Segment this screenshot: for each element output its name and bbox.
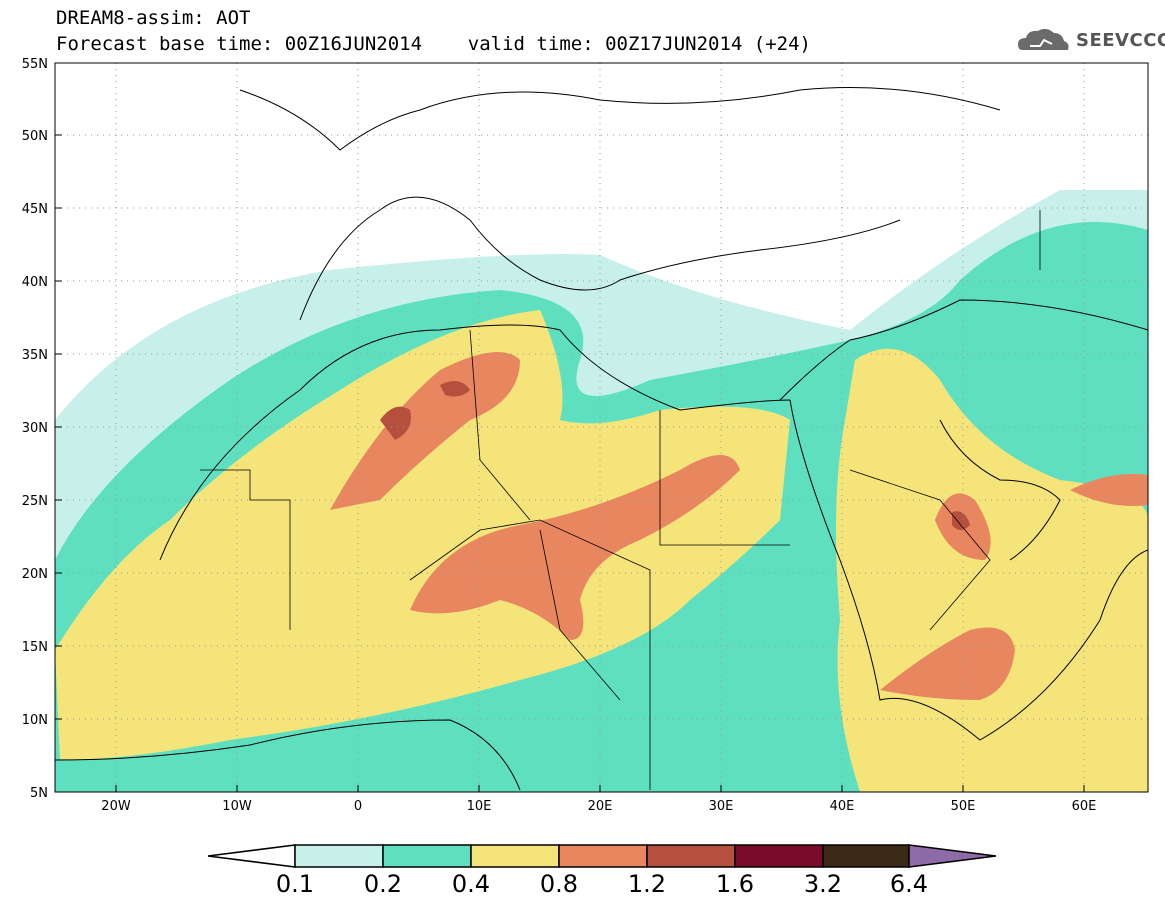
lon-label: 10E	[467, 799, 492, 814]
title-line-2: Forecast base time: 00Z16JUN2014 valid t…	[56, 33, 811, 55]
aot-band-1.2-b	[440, 381, 470, 397]
lon-label: 20E	[588, 799, 613, 814]
logo-text: SEEVCCC	[1076, 30, 1165, 51]
tick-marks	[55, 62, 1085, 793]
lon-label: 0	[354, 799, 362, 814]
lon-label: 40E	[830, 799, 855, 814]
lat-label: 20N	[22, 567, 48, 582]
lat-label: 55N	[22, 57, 48, 72]
lat-label: 5N	[30, 786, 48, 801]
longitude-labels: 20W 10W 0 10E 20E 30E 40E 50E 60E	[101, 799, 1096, 814]
lon-label: 10W	[222, 799, 252, 814]
lat-label: 25N	[22, 494, 48, 509]
title-line-1: DREAM8-assim: AOT	[56, 7, 251, 29]
lat-label: 50N	[22, 129, 48, 144]
lon-label: 20W	[101, 799, 131, 814]
colorbar-swatch	[294, 844, 384, 868]
lat-label: 15N	[22, 640, 48, 655]
aot-band-0.8-yemen	[880, 627, 1015, 700]
aot-band-1.2-c	[952, 511, 970, 530]
lon-label: 60E	[1072, 799, 1097, 814]
colorbar-low-triangle	[207, 844, 296, 868]
colorbar-label: 3.2	[804, 870, 842, 898]
coastlines	[55, 87, 1148, 791]
colorbar-swatch	[558, 844, 648, 868]
colorbar-swatch	[734, 844, 824, 868]
lat-label: 30N	[22, 421, 48, 436]
colorbar-label: 0.8	[540, 870, 578, 898]
cloud-icon	[1018, 28, 1069, 50]
colorbar: 0.1 0.2 0.4 0.8 1.2 1.6 3.2 6.4	[207, 844, 997, 898]
aot-band-1.2	[380, 406, 411, 440]
colorbar-high-triangle	[908, 844, 997, 868]
lat-label: 10N	[22, 713, 48, 728]
lat-label: 45N	[22, 202, 48, 217]
colorbar-swatch	[470, 844, 560, 868]
colorbar-label: 0.1	[276, 870, 314, 898]
colorbar-label: 1.2	[628, 870, 666, 898]
lat-label: 40N	[22, 275, 48, 290]
colorbar-swatch	[646, 844, 736, 868]
aot-field	[55, 63, 1148, 792]
colorbar-swatch	[822, 844, 910, 868]
graticule	[55, 63, 1148, 792]
lon-label: 50E	[951, 799, 976, 814]
country-borders	[200, 210, 1041, 790]
colorbar-label: 1.6	[716, 870, 754, 898]
aot-band-0.4	[55, 310, 790, 760]
lat-label: 35N	[22, 348, 48, 363]
colorbar-label: 0.4	[452, 870, 490, 898]
colorbar-label: 6.4	[890, 870, 928, 898]
lon-label: 30E	[709, 799, 734, 814]
colorbar-swatch	[382, 844, 472, 868]
latitude-labels: 55N 50N 45N 40N 35N 30N 25N 20N 15N 10N …	[22, 57, 48, 801]
aot-band-0.8-sahara	[410, 455, 740, 640]
aot-band-0.8-oman	[1070, 474, 1148, 506]
aot-band-0.8	[330, 352, 520, 510]
colorbar-label: 0.2	[364, 870, 402, 898]
